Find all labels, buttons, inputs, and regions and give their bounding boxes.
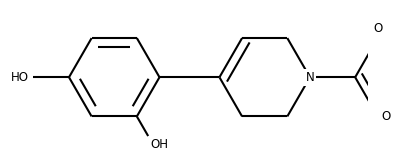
Text: OH: OH xyxy=(150,138,168,151)
Text: O: O xyxy=(373,22,382,35)
Text: HO: HO xyxy=(11,71,29,84)
Text: O: O xyxy=(381,110,391,123)
Text: N: N xyxy=(306,71,314,84)
